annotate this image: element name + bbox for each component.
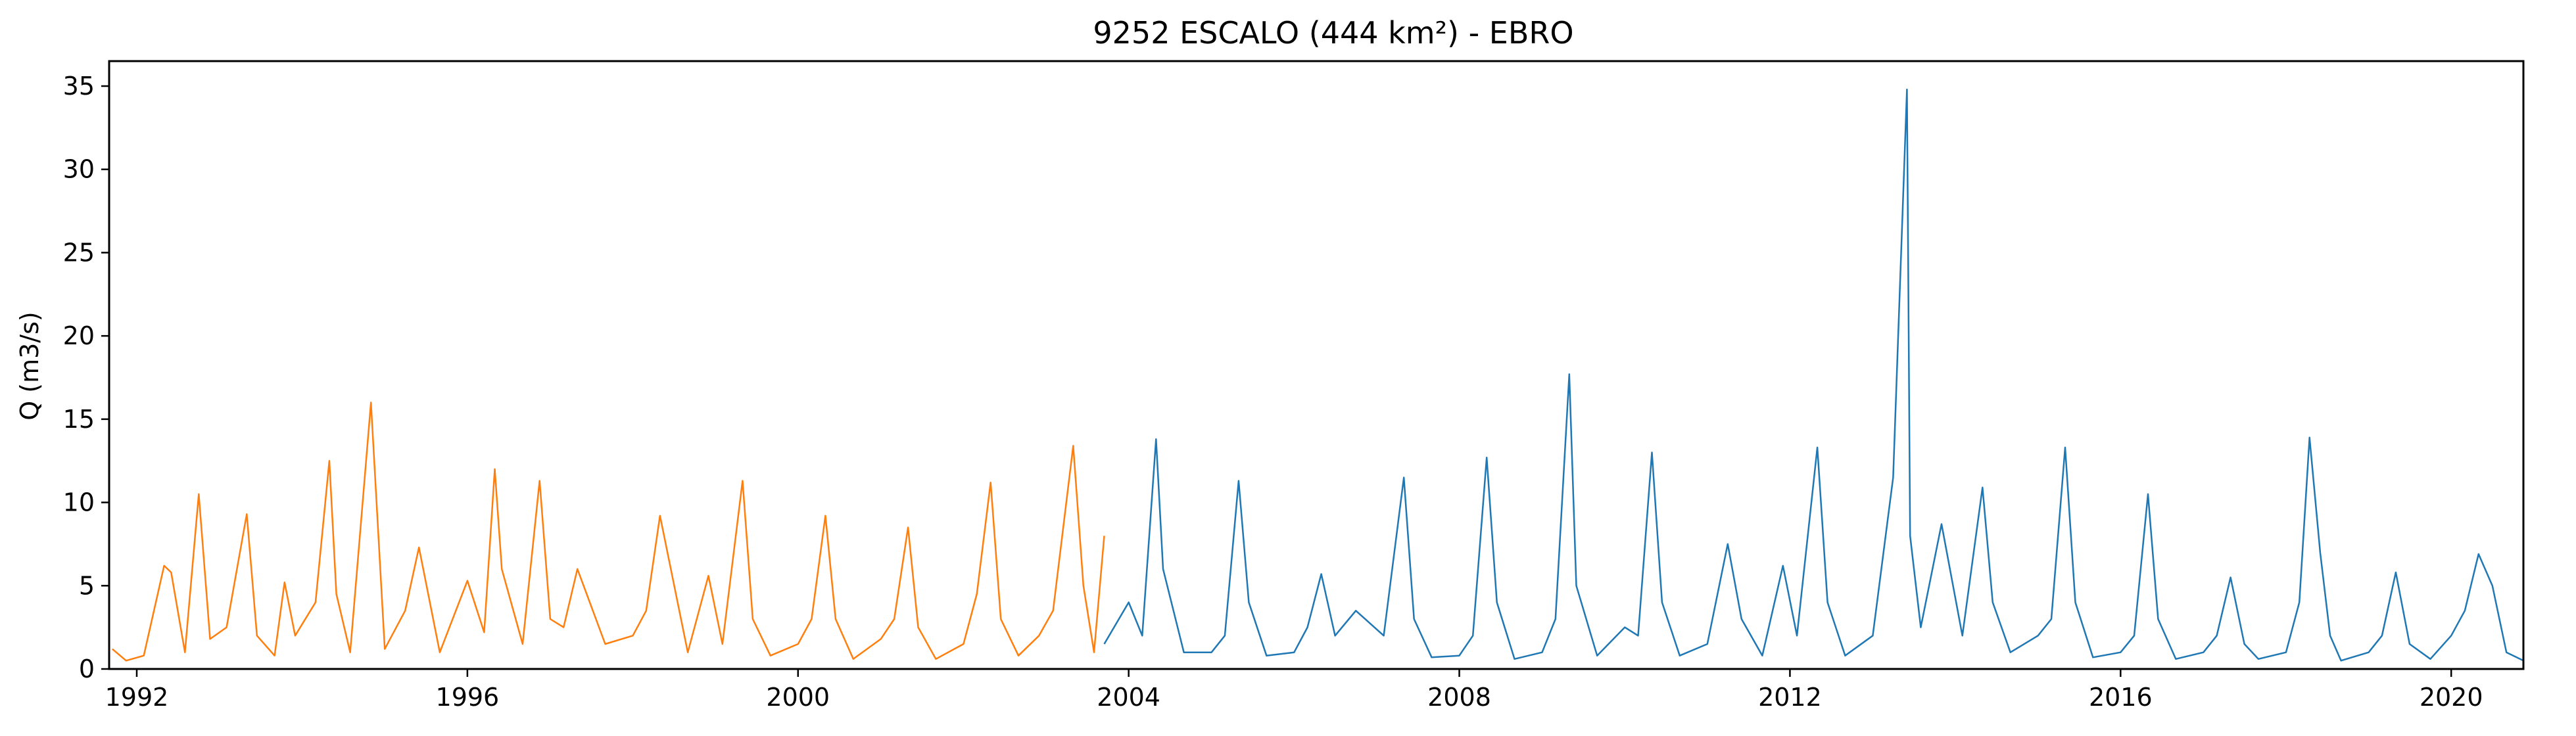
y-axis: 0 5 10 15 20 25 30 35 <box>63 72 109 683</box>
y-tick-label-2: 10 <box>63 488 95 517</box>
x-tick-label-4: 2008 <box>1427 683 1491 712</box>
y-tick-label-0: 0 <box>79 655 95 683</box>
x-tick-label-2: 2000 <box>766 683 830 712</box>
series-line-1 <box>1103 88 2524 662</box>
x-tick-label-6: 2016 <box>2089 683 2153 712</box>
plot-frame <box>108 60 2525 670</box>
x-tick-label-0: 1992 <box>105 683 169 712</box>
y-tick-label-4: 20 <box>63 321 95 350</box>
chart-title: 9252 ESCALO (444 km²) - EBRO <box>1093 15 1573 51</box>
x-axis: 1992 1996 2000 2004 2008 2012 2016 2020 <box>105 669 2483 712</box>
y-tick-label-7: 35 <box>63 72 95 101</box>
x-tick-label-7: 2020 <box>2420 683 2483 712</box>
series-line-0 <box>111 402 1105 662</box>
y-tick-label-5: 25 <box>63 238 95 267</box>
x-tick-label-3: 2004 <box>1097 683 1160 712</box>
x-tick-label-5: 2012 <box>1758 683 1822 712</box>
y-tick-label-3: 15 <box>63 405 95 434</box>
series-layer <box>111 88 2524 662</box>
y-tick-label-6: 30 <box>63 155 95 184</box>
x-tick-label-1: 1996 <box>436 683 500 712</box>
y-tick-label-1: 5 <box>79 571 95 600</box>
y-axis-label: Q (m3/s) <box>15 311 44 420</box>
